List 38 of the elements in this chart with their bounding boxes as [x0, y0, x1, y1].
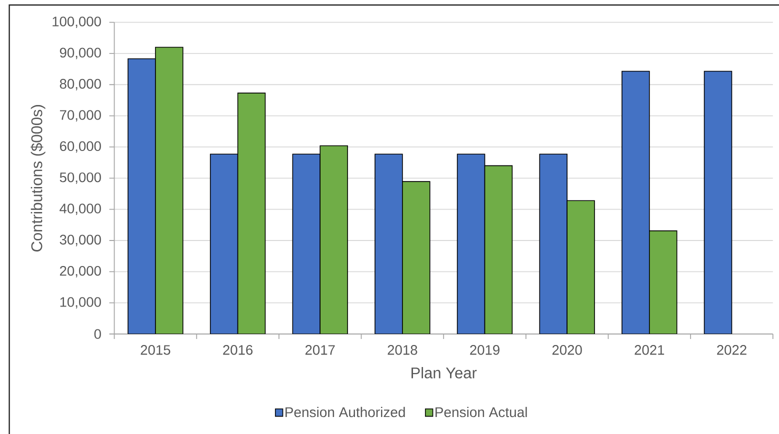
bar — [320, 145, 348, 334]
y-tick-label: 40,000 — [60, 204, 101, 216]
x-tick-label: 2016 — [223, 345, 253, 355]
bar — [292, 154, 321, 334]
y-tick-label: 60,000 — [60, 141, 101, 153]
bar — [155, 46, 184, 334]
y-tick-label: 90,000 — [60, 48, 101, 60]
y-tick-label: 70,000 — [60, 110, 101, 122]
x-tick-label: 2021 — [634, 345, 664, 355]
x-tick-label: 2017 — [305, 345, 335, 355]
y-axis-title: Contributions ($000s) — [30, 105, 46, 252]
legend-label: Pension Authorized — [286, 406, 405, 418]
bar — [484, 165, 513, 334]
x-tick-label: 2019 — [470, 345, 500, 355]
bar — [128, 58, 156, 334]
bar — [566, 200, 595, 334]
y-tick-label: 0 — [94, 329, 101, 339]
y-tick-label: 80,000 — [60, 78, 101, 90]
y-tick-label: 20,000 — [60, 266, 101, 278]
bar — [539, 154, 568, 334]
y-tick-label: 30,000 — [60, 234, 101, 246]
bar — [456, 154, 486, 334]
bar — [210, 154, 238, 334]
x-tick-label: 2020 — [552, 345, 582, 355]
bar — [622, 70, 650, 334]
bar — [704, 70, 732, 334]
y-tick-label: 100,000 — [52, 16, 101, 28]
legend-label: Pension Actual — [436, 406, 527, 418]
bar — [374, 154, 403, 334]
x-axis-title: Plan Year — [412, 367, 477, 378]
bar — [649, 230, 678, 334]
y-tick-label: 50,000 — [60, 172, 101, 184]
bar — [402, 181, 430, 334]
bar — [237, 92, 266, 334]
x-tick-label: 2018 — [388, 345, 418, 355]
x-tick-label: 2022 — [717, 345, 746, 355]
y-tick-label: 10,000 — [60, 297, 101, 309]
x-tick-label: 2015 — [140, 345, 170, 355]
